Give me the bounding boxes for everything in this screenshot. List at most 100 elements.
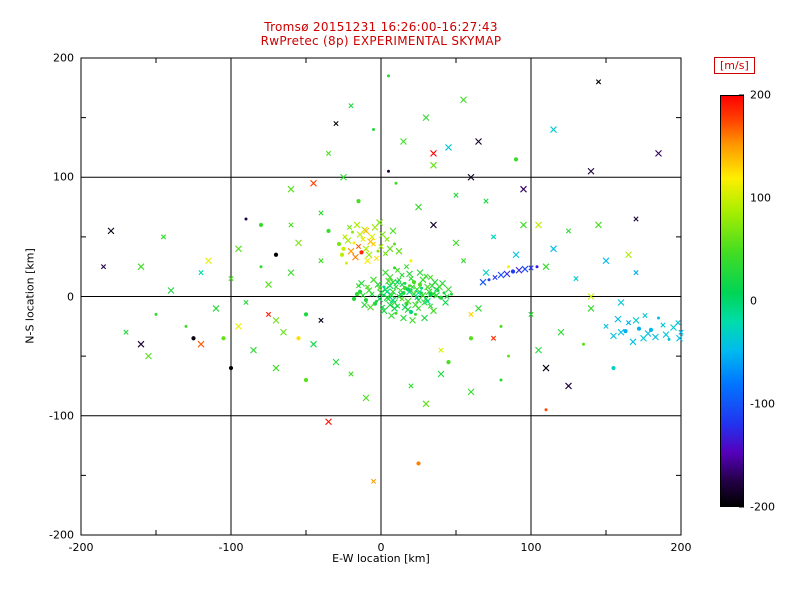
scatter-point-x (391, 305, 398, 312)
scatter-point-x (617, 328, 625, 336)
scatter-point-x (595, 221, 602, 229)
scatter-point-x (385, 277, 392, 285)
scatter-point-x (389, 288, 397, 296)
scatter-point-dot (535, 265, 539, 269)
scatter-point-x (333, 120, 339, 127)
scatter-point-dot (428, 292, 433, 297)
scatter-point-x (675, 320, 681, 326)
scatter-point-x (460, 96, 467, 104)
scatter-point-x (587, 293, 595, 300)
scatter-point-x (445, 285, 452, 293)
scatter-point-dot (273, 252, 279, 257)
scatter-point-x (373, 255, 380, 261)
x-axis-title: E-W location [km] (332, 552, 430, 565)
scatter-point-x (625, 320, 632, 326)
scatter-point-x (318, 210, 324, 216)
scatter-point-dot (191, 336, 196, 341)
scatter-point-x (617, 299, 625, 306)
scatter-point-x (347, 247, 355, 255)
scatter-point-x (280, 328, 287, 336)
scatter-point-x (528, 311, 534, 317)
scatter-point-x (340, 173, 347, 181)
colorbar-gradient (720, 95, 744, 507)
scatter-point-x (406, 270, 413, 278)
scatter-point-x (652, 333, 659, 341)
colorbar-unit-label: [m/s] (720, 59, 749, 72)
scatter-point-x (490, 335, 497, 341)
scatter-point-x (521, 265, 529, 273)
x-tick-label: 0 (377, 541, 385, 554)
y-axis-title: N-S location [km] (23, 248, 37, 344)
scatter-point-x (325, 150, 332, 156)
scatter-point-dot (339, 252, 345, 257)
scatter-point-x (100, 264, 107, 270)
scatter-point-x (603, 323, 609, 329)
scatter-point-x (614, 315, 622, 323)
scatter-point-dot (184, 324, 188, 328)
scatter-point-x (660, 322, 666, 328)
scatter-point-x (388, 312, 395, 319)
scatter-point-x (515, 266, 523, 274)
scatter-point-x (389, 227, 397, 235)
scatter-point-dot (438, 295, 444, 300)
scatter-point-x (415, 305, 422, 312)
scatter-point-dot (394, 181, 398, 185)
scatter-point-x (400, 314, 407, 322)
scatter-point-x (318, 258, 324, 264)
scatter-point-dot (303, 377, 309, 383)
scatter-point-x (460, 258, 467, 264)
y-tick-label: 100 (53, 170, 74, 184)
scatter-point-x (512, 251, 520, 259)
scatter-point-x (625, 251, 632, 259)
scatter-point-x (573, 276, 579, 282)
scatter-point-x (587, 305, 595, 312)
scatter-point-x (416, 269, 424, 277)
scatter-point-x (362, 394, 370, 402)
plot-title: Tromsø 20151231 16:26:00-16:27:43 RwPret… (81, 20, 681, 48)
scatter-point-x (542, 364, 550, 372)
scatter-point-x (287, 269, 295, 277)
scatter-point-x (394, 279, 401, 285)
scatter-point-dot (623, 328, 628, 334)
scatter-point-dot (420, 286, 423, 290)
y-tick-label: 200 (53, 51, 74, 65)
scatter-point-x (408, 383, 414, 389)
scatter-point-dot (513, 157, 519, 162)
plot-title-line2: RwPretec (8p) EXPERIMENTAL SKYMAP (260, 34, 502, 48)
scatter-point-x (670, 324, 677, 331)
x-tick-label: -100 (218, 541, 244, 554)
scatter-point-dot (450, 292, 453, 296)
scatter-point-x (364, 257, 371, 265)
x-tick-label: -200 (68, 541, 94, 554)
scatter-point-x (383, 288, 391, 296)
scatter-point-x (433, 286, 440, 292)
scatter-point-x (198, 270, 204, 276)
scatter-point-dot (228, 365, 234, 371)
scatter-point-x (475, 305, 482, 312)
scatter-point-x (386, 245, 394, 253)
scatter-point-x (467, 388, 475, 396)
scatter-point-x (265, 281, 272, 288)
scatter-point-x (386, 301, 394, 309)
scatter-point-x (408, 276, 414, 282)
scatter-point-x (595, 79, 602, 85)
scatter-point-x (310, 179, 317, 187)
scatter-point-x (107, 227, 115, 235)
scatter-point-dot (416, 461, 421, 466)
scatter-point-x (565, 228, 572, 234)
scatter-point-x (632, 316, 640, 324)
scatter-point-dot (657, 316, 660, 320)
scatter-point-x (137, 263, 145, 271)
scatter-point-x (137, 340, 145, 348)
scatter-point-x (439, 279, 446, 287)
scatter-point-x (376, 295, 383, 303)
scatter-point-x (565, 382, 572, 390)
scatter-point-x (332, 358, 340, 366)
scatter-point-x (397, 291, 404, 297)
scatter-point-dot (442, 291, 446, 295)
scatter-point-dot (420, 291, 423, 295)
scatter-point-x (383, 294, 391, 302)
scatter-point-x (452, 239, 460, 247)
y-tick-label: 0 (67, 290, 74, 303)
